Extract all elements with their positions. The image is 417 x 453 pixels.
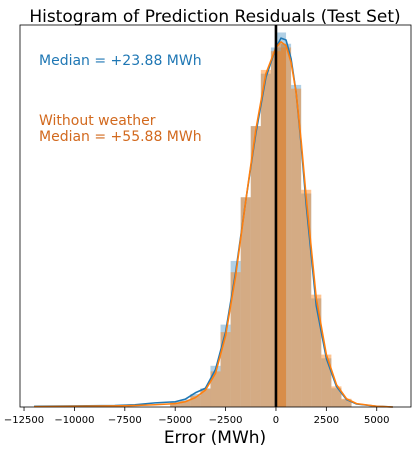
hist-bar-without-weather xyxy=(220,332,231,407)
hist-bar-with-weather xyxy=(200,388,211,407)
hist-bar-without-weather xyxy=(210,371,221,407)
x-tick-label: −5000 xyxy=(158,415,192,426)
x-tick-label: −10000 xyxy=(54,415,94,426)
hist-bar-with-weather xyxy=(291,84,302,407)
x-tick-label: −2500 xyxy=(209,415,243,426)
hist-bar-without-weather xyxy=(260,69,271,408)
hist-bar-with-weather xyxy=(301,193,312,407)
hist-bar-with-weather xyxy=(180,399,191,407)
hist-bar-with-weather xyxy=(341,399,352,407)
x-axis-ticks: −12500 −10000 −7500 −5000 −2500 0 2500 5000 xyxy=(4,407,389,426)
hist-bar-with-weather xyxy=(260,73,271,407)
hist-bar-without-weather xyxy=(281,47,292,408)
hist-bar-without-weather xyxy=(311,294,322,407)
hist-bar-with-weather xyxy=(240,197,251,407)
hist-bar-with-weather xyxy=(250,126,261,407)
hist-bar-without-weather xyxy=(170,402,181,407)
hist-bar-with-weather xyxy=(275,32,287,407)
x-tick-label: −7500 xyxy=(108,415,142,426)
hist-bar-with-weather xyxy=(281,43,292,407)
x-tick-label: 0 xyxy=(273,415,279,426)
hist-bar-with-weather xyxy=(311,298,322,407)
hist-bar-without-weather xyxy=(180,401,191,407)
plot-frame xyxy=(19,24,412,408)
hist-bar-without-weather xyxy=(250,126,261,407)
hist-bar-with-weather xyxy=(220,324,231,407)
hist-bar-without-weather xyxy=(301,189,312,407)
kde-curves xyxy=(34,37,393,408)
hist-bar-with-weather xyxy=(210,365,221,407)
x-axis-label: Error (MWh) xyxy=(164,428,266,448)
hist-bar-without-weather xyxy=(200,389,211,407)
hist-bar-with-weather xyxy=(331,388,342,407)
annotation-text: Median = +23.88 MWh xyxy=(39,53,202,69)
hist-bar-without-weather xyxy=(190,395,201,407)
annotations: Median = +23.88 MWh Without weatherMedian… xyxy=(39,53,202,145)
hist-bar-without-weather xyxy=(291,88,302,408)
annotation-text: Without weather xyxy=(39,113,156,129)
kde-curve-without-weather xyxy=(34,41,393,408)
x-tick-label: 5000 xyxy=(364,415,389,426)
hist-bar-without-weather xyxy=(331,386,342,407)
chart-title: Histogram of Prediction Residuals (Test … xyxy=(29,7,400,27)
hist-bar-with-weather xyxy=(230,260,241,407)
hist-bar-without-weather xyxy=(275,43,287,407)
x-tick-label: −12500 xyxy=(4,415,44,426)
x-tick-label: 2500 xyxy=(314,415,339,426)
hist-bar-without-weather xyxy=(240,197,251,407)
hist-bar-with-weather xyxy=(321,358,332,407)
hist-bar-without-weather xyxy=(321,354,332,407)
hist-bar-without-weather xyxy=(341,398,352,407)
hist-bar-without-weather xyxy=(230,272,241,407)
annotation-text: Median = +55.88 MWh xyxy=(39,129,202,145)
hist-bar-with-weather xyxy=(190,393,201,407)
